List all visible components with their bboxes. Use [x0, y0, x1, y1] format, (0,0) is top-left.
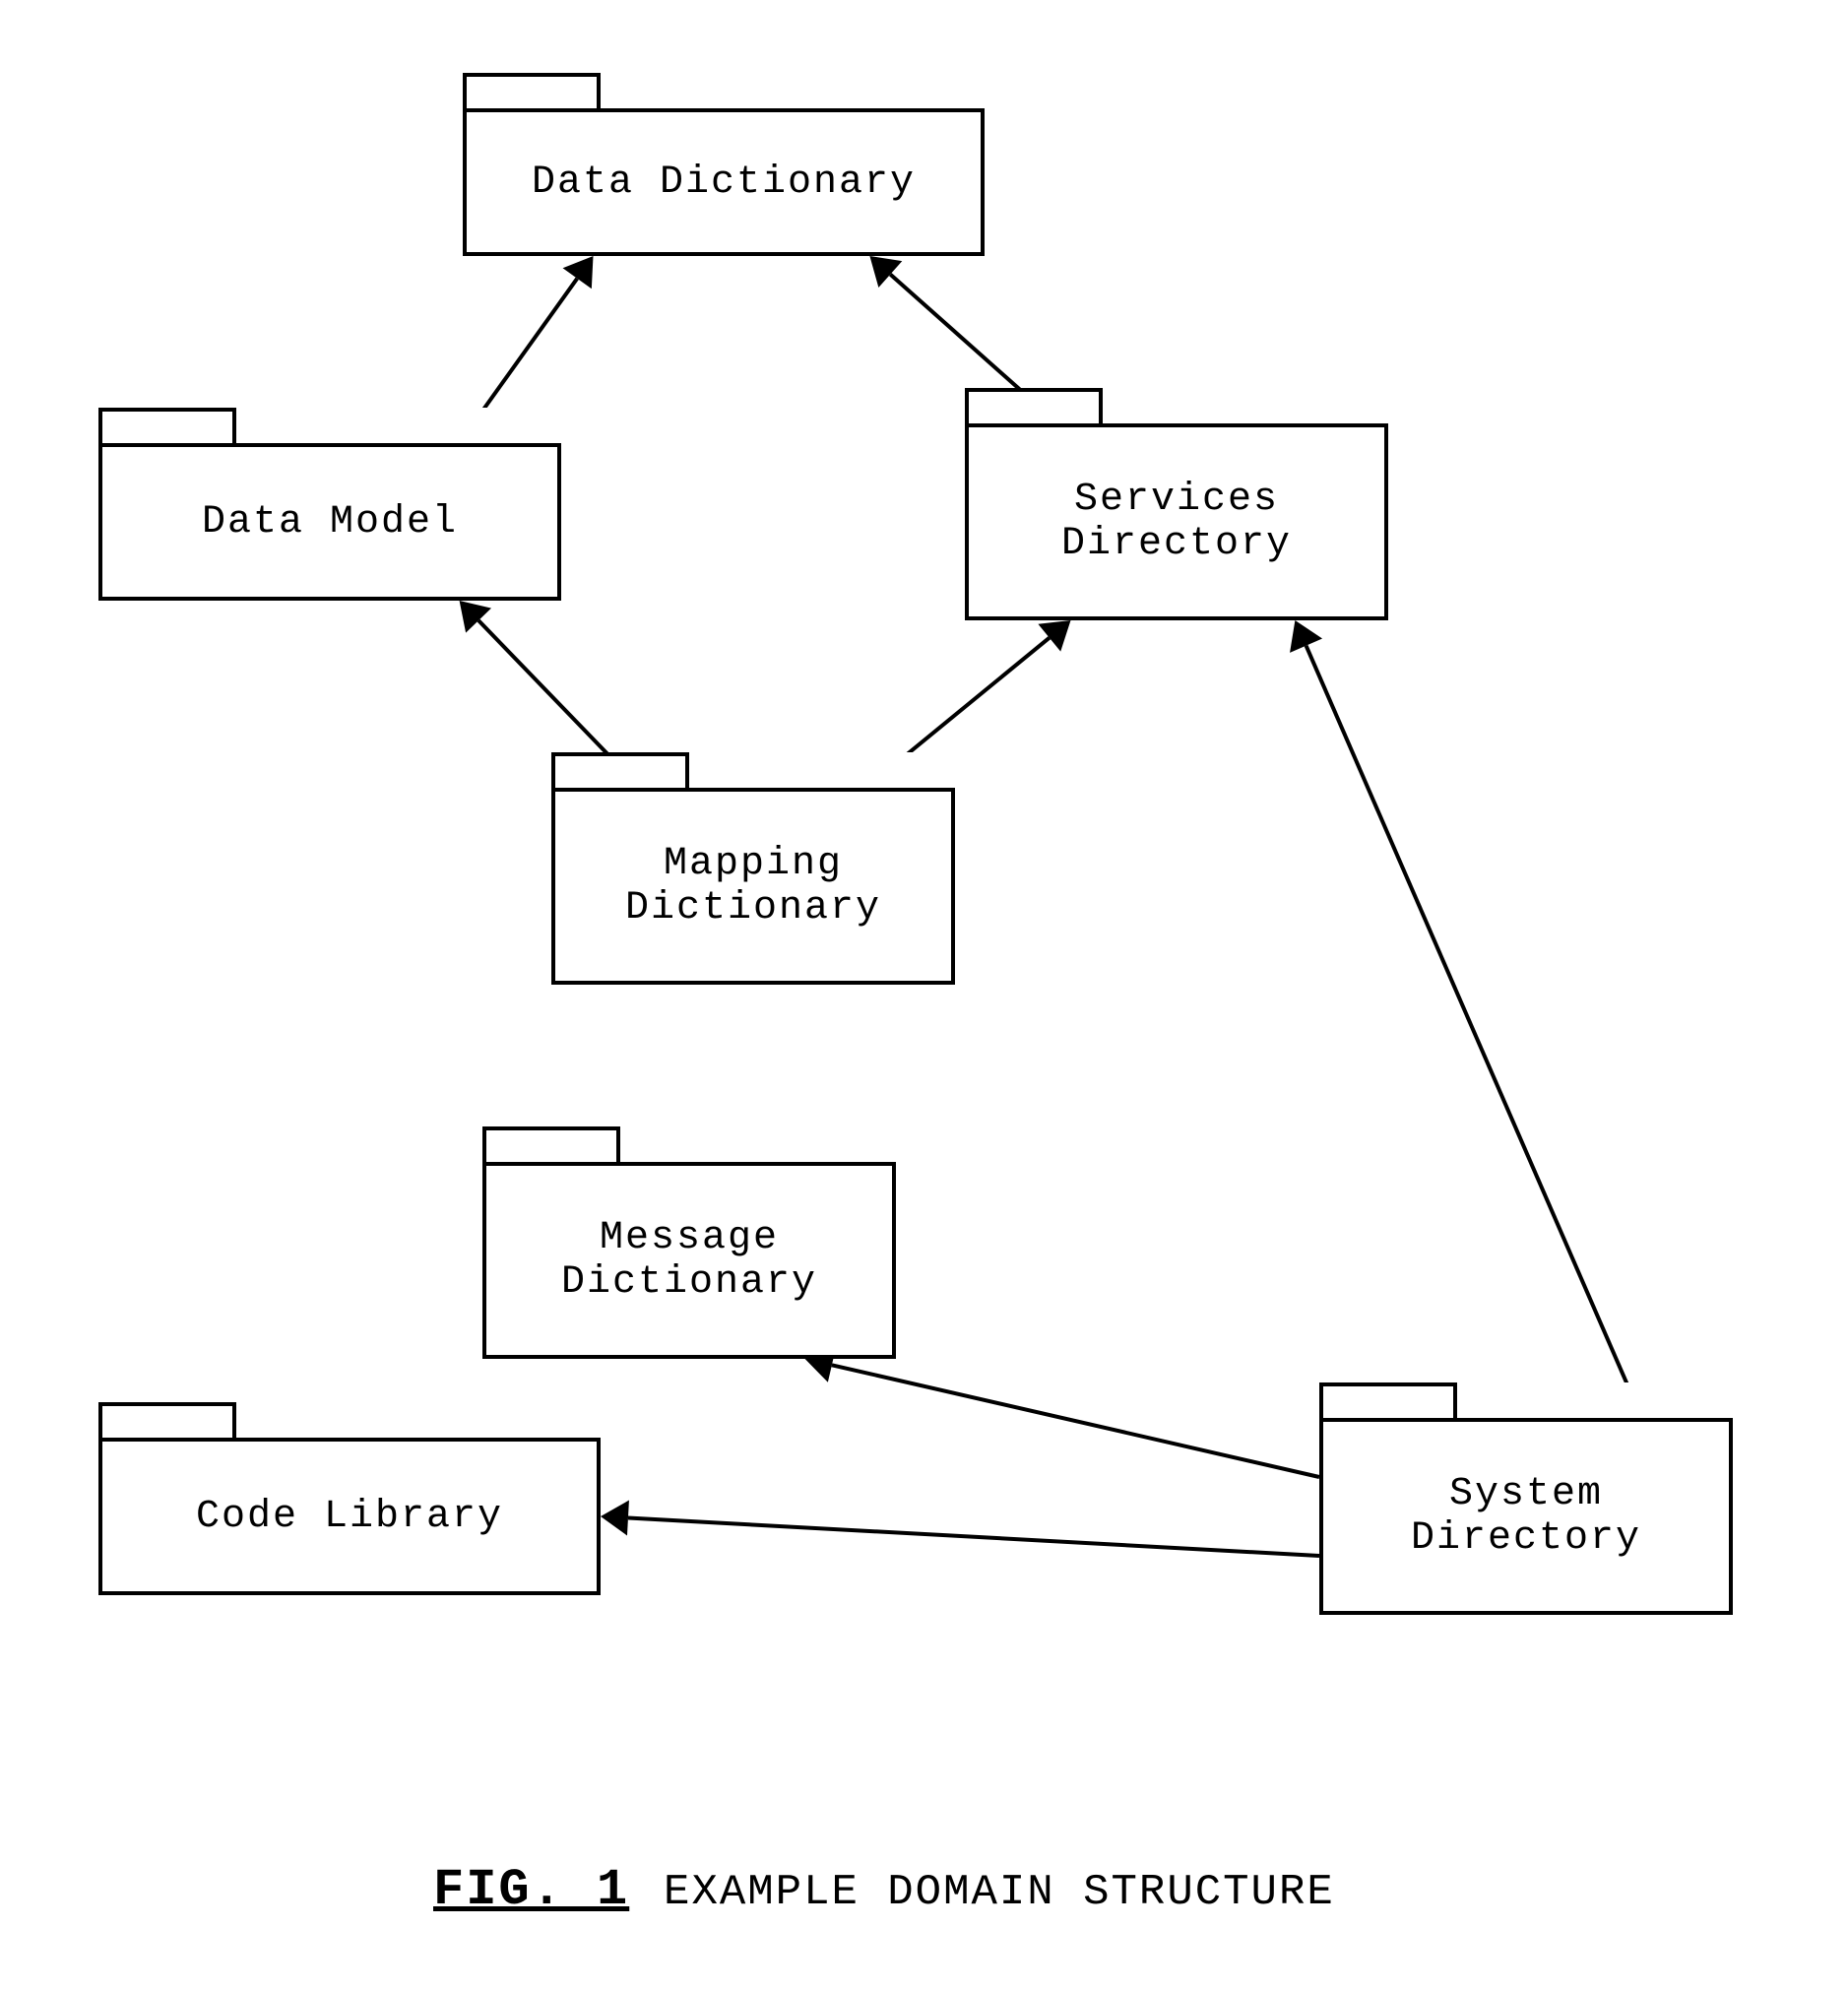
arrow-head-icon	[601, 1501, 629, 1536]
edge-line	[832, 1365, 1319, 1477]
folder-system-directory: System Directory	[1319, 1382, 1733, 1615]
folder-body: System Directory	[1319, 1418, 1733, 1615]
folder-body: Data Model	[98, 443, 561, 601]
folder-tab	[551, 752, 689, 792]
folder-body: Code Library	[98, 1438, 601, 1595]
folder-code-library: Code Library	[98, 1402, 601, 1595]
folder-tab	[1319, 1382, 1457, 1422]
folder-mapping-dictionary: Mapping Dictionary	[551, 752, 955, 985]
folder-tab	[965, 388, 1103, 427]
edge-line	[887, 638, 1049, 771]
caption-gap	[629, 1891, 664, 1908]
folder-tab	[98, 1402, 236, 1442]
edge-line	[628, 1518, 1319, 1556]
folder-tab	[98, 408, 236, 447]
diagram-canvas: Data Dictionary Data Model Services Direct…	[0, 0, 1848, 1992]
folder-label: Code Library	[196, 1495, 503, 1539]
edge-layer	[0, 0, 1848, 1992]
folder-label: System Directory	[1411, 1472, 1641, 1561]
folder-label: Message Dictionary	[561, 1216, 817, 1305]
folder-body: Services Directory	[965, 423, 1388, 620]
folder-body: Message Dictionary	[482, 1162, 896, 1359]
folder-body: Mapping Dictionary	[551, 788, 955, 985]
folder-body: Data Dictionary	[463, 108, 985, 256]
folder-tab	[482, 1126, 620, 1166]
folder-message-dictionary: Message Dictionary	[482, 1126, 896, 1359]
arrow-head-icon	[1038, 620, 1070, 652]
folder-label: Data Dictionary	[532, 161, 916, 205]
figure-caption: FIG. 1 EXAMPLE DOMAIN STRUCTURE	[433, 1861, 1335, 1919]
folder-label: Data Model	[202, 500, 458, 545]
edge-line	[1306, 646, 1631, 1393]
folder-label: Services Directory	[1061, 478, 1292, 566]
figure-title: EXAMPLE DOMAIN STRUCTURE	[664, 1868, 1335, 1917]
folder-data-dictionary: Data Dictionary	[463, 73, 985, 256]
folder-tab	[463, 73, 601, 112]
folder-label: Mapping Dictionary	[625, 842, 881, 931]
figure-number: FIG. 1	[433, 1861, 629, 1919]
folder-data-model: Data Model	[98, 408, 561, 601]
edge-line	[478, 620, 621, 768]
arrow-head-icon	[563, 256, 594, 289]
folder-services-directory: Services Directory	[965, 388, 1388, 620]
